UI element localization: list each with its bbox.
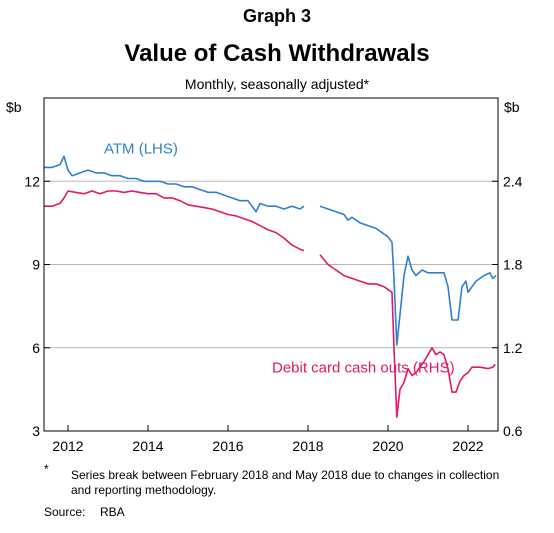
source-text: RBA <box>100 505 125 519</box>
chart-subtitle: Monthly, seasonally adjusted* <box>184 76 370 92</box>
graph-number: Graph 3 <box>242 6 312 26</box>
left-tick-label: 9 <box>32 257 40 273</box>
series-annotation: ATM (LHS) <box>104 141 178 158</box>
left-tick-label: 3 <box>32 423 40 439</box>
axis-ticks: 3 6 9 12 0.6 1.2 1.8 2.4 2012 2014 2016 2018 2020 202… <box>24 173 522 454</box>
chart-title: Value of Cash Withdrawals <box>124 40 430 67</box>
grid-lines <box>44 180 498 349</box>
footnote-marker: * <box>44 462 49 476</box>
right-tick-label: 1.2 <box>503 340 523 356</box>
series-lines <box>44 155 497 418</box>
x-tick-label: 2022 <box>452 438 483 454</box>
series-line <box>319 254 496 418</box>
footnote-text: Series break between February 2018 and M… <box>71 468 500 497</box>
right-axis-unit: $b <box>504 99 520 115</box>
x-tick-label: 2012 <box>52 438 83 454</box>
left-tick-label: 6 <box>32 340 40 356</box>
right-tick-label: 2.4 <box>503 173 523 189</box>
source-label: Source: <box>44 505 86 519</box>
right-tick-label: 0.6 <box>503 423 523 439</box>
x-tick-label: 2014 <box>132 438 163 454</box>
series-line <box>319 205 497 346</box>
series-line <box>44 190 305 252</box>
left-tick-label: 12 <box>24 173 40 189</box>
right-tick-label: 1.8 <box>503 257 523 273</box>
x-tick-label: 2020 <box>372 438 403 454</box>
series-annotation: Debit card cash outs (RHS) <box>272 360 455 377</box>
x-tick-label: 2018 <box>292 438 323 454</box>
left-axis-unit: $b <box>6 99 22 115</box>
x-tick-label: 2016 <box>212 438 243 454</box>
annotations: ATM (LHS) Debit card cash outs (RHS) <box>104 141 455 377</box>
series-line <box>44 155 305 213</box>
